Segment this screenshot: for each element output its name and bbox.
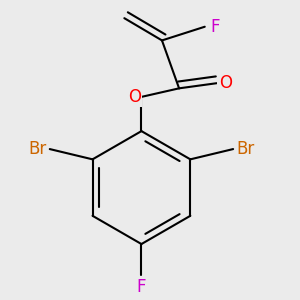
Text: F: F (210, 18, 220, 36)
Text: O: O (219, 74, 232, 92)
Text: F: F (137, 278, 146, 296)
Text: O: O (128, 88, 141, 106)
Text: Br: Br (29, 140, 47, 158)
Text: Br: Br (236, 140, 254, 158)
